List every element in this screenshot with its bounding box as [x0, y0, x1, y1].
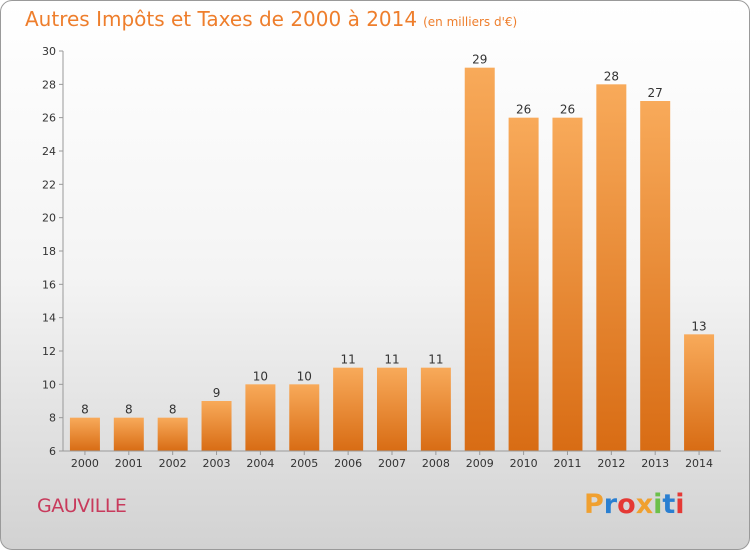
- bar-2011: [552, 117, 583, 452]
- bar-2003: [201, 401, 232, 451]
- x-tick-label-2014: 2014: [685, 457, 713, 470]
- bar-2006: [333, 367, 364, 451]
- value-label-2011: 26: [560, 103, 575, 117]
- logo-letter: i: [653, 489, 663, 520]
- logo-letter: r: [603, 489, 618, 520]
- value-label-2014: 13: [691, 319, 706, 333]
- y-tick-label: 6: [49, 445, 56, 458]
- bar-2007: [377, 367, 407, 451]
- bar-2008: [420, 367, 451, 451]
- x-axis: 2000 2001 2002 2003 2004 2005 2006 2007 2008 2009…: [63, 450, 721, 470]
- logo-letter: t: [662, 489, 676, 520]
- y-tick-label: 30: [42, 45, 56, 58]
- x-tick-label-2002: 2002: [159, 457, 187, 470]
- y-tick-label: 14: [42, 312, 56, 325]
- value-label-2008: 11: [428, 353, 443, 367]
- value-label-2007: 11: [384, 353, 399, 367]
- x-tick-label-2001: 2001: [115, 457, 143, 470]
- value-label-2006: 11: [340, 353, 355, 367]
- bar-2002: [157, 417, 188, 451]
- y-tick-label: 12: [42, 345, 56, 358]
- x-tick-label-2010: 2010: [510, 457, 538, 470]
- y-tick-label: 24: [42, 145, 56, 158]
- value-label-2013: 27: [648, 86, 663, 100]
- chart-title: Autres Impôts et Taxes de 2000 à 2014 (en…: [25, 7, 517, 31]
- commune-name: GAUVILLE: [37, 495, 127, 517]
- proxiti-logo: Proxiti: [584, 489, 685, 520]
- value-label-2009: 29: [472, 53, 487, 67]
- bar-2000: [69, 417, 100, 451]
- y-tick-label: 26: [42, 112, 56, 125]
- x-tick-label-2006: 2006: [334, 457, 362, 470]
- bar-2009: [464, 67, 495, 452]
- logo-letter: P: [584, 489, 604, 520]
- value-label-2005: 10: [297, 369, 312, 383]
- y-tick-label: 8: [49, 412, 56, 425]
- bar-2013: [640, 101, 671, 451]
- x-tick-label-2009: 2009: [466, 457, 494, 470]
- bars: 8 8 8 9 10 10 11 11 11 29 26 26 28 27 13: [69, 53, 715, 452]
- bar-2001: [113, 417, 144, 451]
- logo-letter: o: [617, 489, 636, 520]
- x-tick-label-2005: 2005: [290, 457, 318, 470]
- y-axis: 6 8 10 12 14 16 18 20 22 24 26 28 30: [42, 45, 64, 458]
- x-tick-label-2012: 2012: [597, 457, 625, 470]
- logo-letter: x: [635, 489, 654, 520]
- bar-2014: [684, 334, 715, 451]
- y-tick-label: 22: [42, 178, 56, 191]
- x-tick-label-2008: 2008: [422, 457, 450, 470]
- value-label-2000: 8: [81, 403, 89, 417]
- value-label-2001: 8: [125, 403, 133, 417]
- value-label-2002: 8: [169, 403, 177, 417]
- bar-2010: [508, 117, 539, 452]
- y-tick-label: 20: [42, 212, 56, 225]
- y-tick-label: 28: [42, 78, 56, 91]
- x-tick-label-2004: 2004: [246, 457, 274, 470]
- y-tick-label: 16: [42, 278, 56, 291]
- bar-2005: [289, 384, 320, 451]
- x-tick-label-2011: 2011: [553, 457, 581, 470]
- x-tick-label-2003: 2003: [203, 457, 231, 470]
- chart-unit: (en milliers d'€): [423, 15, 518, 29]
- x-tick-label-2000: 2000: [71, 457, 99, 470]
- logo-letter: i: [675, 489, 685, 520]
- y-tick-label: 10: [42, 378, 56, 391]
- value-label-2010: 26: [516, 103, 531, 117]
- chart-title-text: Autres Impôts et Taxes de 2000 à 2014: [25, 7, 418, 31]
- value-label-2012: 28: [604, 69, 619, 83]
- x-tick-label-2013: 2013: [641, 457, 669, 470]
- y-tick-label: 18: [42, 245, 56, 258]
- value-label-2003: 9: [213, 386, 221, 400]
- bar-2012: [596, 84, 627, 451]
- bar-2004: [245, 384, 276, 451]
- value-label-2004: 10: [253, 369, 268, 383]
- x-tick-label-2007: 2007: [378, 457, 406, 470]
